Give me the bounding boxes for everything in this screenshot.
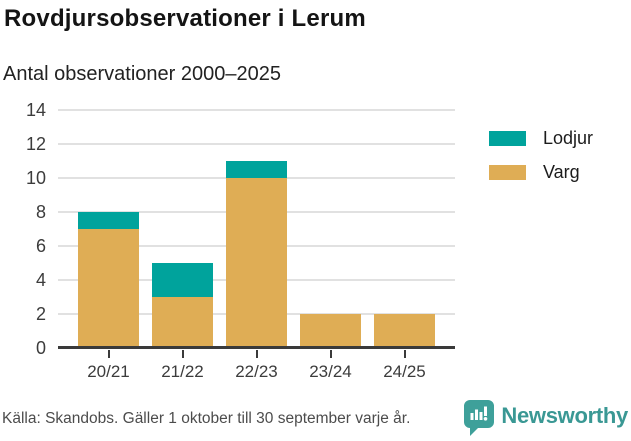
newsworthy-wordmark: Newsworthy: [501, 403, 628, 428]
legend-label: Varg: [543, 162, 580, 182]
y-tick-label-14: 14: [25, 100, 46, 120]
chart-subtitle: Antal observationer 2000–2025: [3, 63, 281, 85]
bar-segment-lodjur-20-21: [78, 212, 139, 229]
x-tick-label-21-22: 21/22: [161, 362, 204, 381]
legend: Lodjur Varg: [489, 128, 593, 196]
y-axis: 0 2 4 6 8 10 12 14: [0, 100, 46, 358]
y-tick-label-8: 8: [35, 202, 46, 222]
x-tick-23-24: [329, 350, 332, 358]
page-title: Rovdjursobservationer i Lerum: [4, 5, 366, 32]
y-tick-label-10: 10: [25, 168, 46, 188]
bar-segment-varg-24-25: [374, 314, 435, 348]
gridline-12: [58, 143, 455, 145]
x-axis-line: [58, 346, 455, 349]
bar-segment-lodjur-21-22: [152, 263, 213, 297]
newsworthy-badge-icon: [464, 400, 495, 441]
x-tick-24-25: [403, 350, 406, 358]
x-axis: 20/21 21/22 22/23 23/24 24/25: [58, 350, 455, 392]
x-tick-label-22-23: 22/23: [235, 362, 278, 381]
source-note: Källa: Skandobs. Gäller 1 oktober till 3…: [2, 410, 411, 427]
y-tick-label-4: 4: [35, 270, 46, 290]
x-tick-label-23-24: 23/24: [309, 362, 352, 381]
y-tick-label-12: 12: [25, 134, 46, 154]
x-tick-label-24-25: 24/25: [383, 362, 426, 381]
varg-swatch-icon: [489, 165, 526, 180]
lodjur-swatch-icon: [489, 131, 526, 146]
gridline-14: [58, 109, 455, 111]
newsworthy-logo: Newsworthy: [464, 400, 628, 441]
legend-item-varg: Varg: [489, 162, 593, 183]
legend-label: Lodjur: [543, 128, 594, 148]
bar-segment-lodjur-22-23: [226, 161, 287, 178]
bar-segment-varg-23-24: [300, 314, 361, 348]
x-tick-label-20-21: 20/21: [87, 362, 130, 381]
bar-chart: 0 2 4 6 8 10 12 14 20/21 21/22 22/23 23/24 24/25: [0, 100, 470, 400]
x-tick-22-23: [255, 350, 258, 358]
plot-area: [58, 109, 455, 349]
bar-segment-varg-20-21: [78, 229, 139, 348]
y-tick-label-2: 2: [35, 304, 46, 324]
x-tick-21-22: [181, 350, 184, 358]
x-tick-20-21: [107, 350, 110, 358]
legend-item-lodjur: Lodjur: [489, 128, 593, 149]
y-tick-label-0: 0: [35, 338, 46, 358]
y-tick-label-6: 6: [35, 236, 46, 256]
bar-segment-varg-22-23: [226, 178, 287, 348]
bar-segment-varg-21-22: [152, 297, 213, 348]
